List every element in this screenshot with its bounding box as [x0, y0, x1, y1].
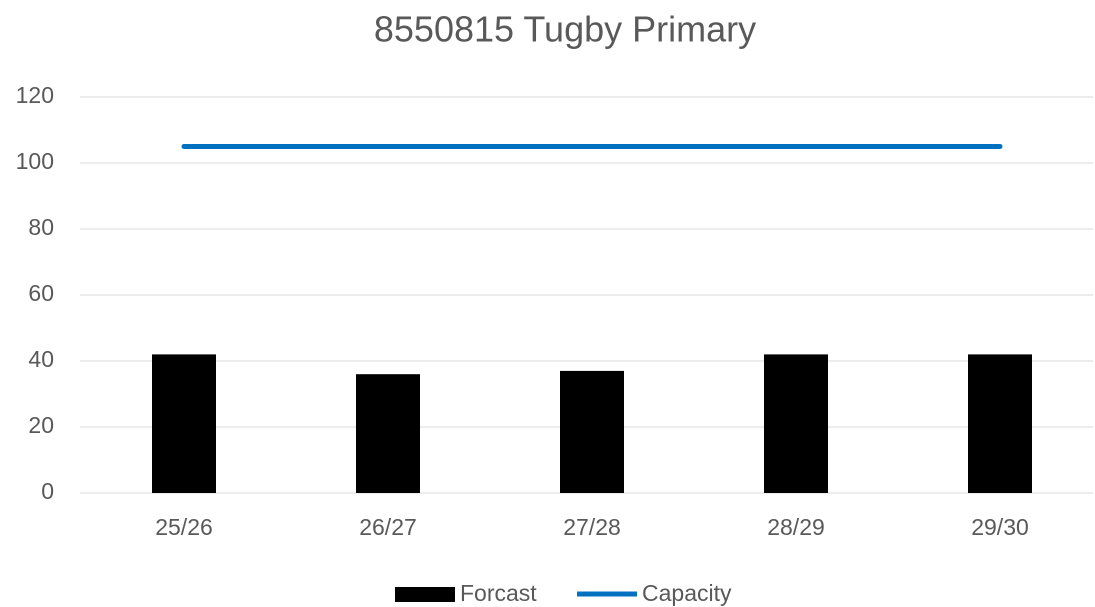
x-tick-label: 26/27: [359, 514, 417, 540]
bar: [356, 374, 420, 493]
bar: [152, 354, 216, 493]
y-tick-label: 120: [16, 82, 54, 108]
bar: [968, 354, 1032, 493]
x-tick-label: 29/30: [971, 514, 1029, 540]
legend-swatch: [395, 587, 455, 602]
bar: [764, 354, 828, 493]
y-tick-label: 0: [41, 478, 54, 504]
legend-label: Forcast: [460, 580, 537, 606]
y-tick-label: 20: [28, 412, 54, 438]
x-tick-label: 27/28: [563, 514, 621, 540]
y-tick-label: 40: [28, 346, 54, 372]
y-tick-label: 60: [28, 280, 54, 306]
bar: [560, 370, 624, 493]
x-tick-label: 28/29: [767, 514, 825, 540]
y-tick-label: 80: [28, 214, 54, 240]
legend-label: Capacity: [642, 580, 732, 606]
chart-title: 8550815 Tugby Primary: [374, 9, 756, 50]
y-tick-label: 100: [16, 148, 54, 174]
x-tick-label: 25/26: [155, 514, 213, 540]
